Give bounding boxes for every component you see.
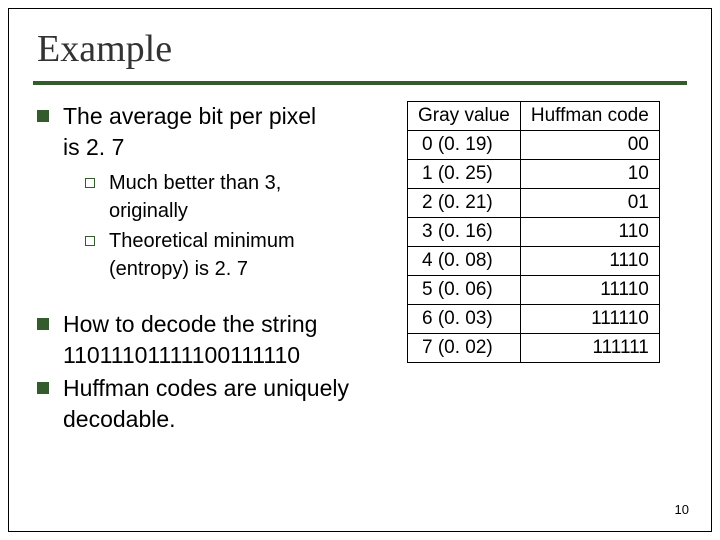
table-row: 6 (0. 03)111110 (408, 305, 660, 334)
table-row: 3 (0. 16)110 (408, 218, 660, 247)
table-row: 5 (0. 06)11110 (408, 276, 660, 305)
cell-huffman-code: 01 (520, 189, 659, 218)
cell-gray-value: 2 (0. 21) (408, 189, 521, 218)
bullet-2: How to decode the string 110111011111001… (37, 309, 399, 371)
open-square-bullet-icon (85, 178, 95, 188)
table-row: 2 (0. 21)01 (408, 189, 660, 218)
bullet-2-text: How to decode the string 110111011111001… (63, 309, 317, 371)
sub-bullet-1: Much better than 3, originally (85, 169, 399, 225)
title-rule (33, 81, 687, 85)
slide-frame: Example The average bit per pixel is 2. … (8, 8, 712, 532)
cell-huffman-code: 110 (520, 218, 659, 247)
left-column: The average bit per pixel is 2. 7 Much b… (37, 101, 407, 437)
table-row: 0 (0. 19)00 (408, 131, 660, 160)
right-column: Gray value Huffman code 0 (0. 19)00 1 (0… (407, 101, 660, 363)
sub2-line1: Theoretical minimum (109, 230, 295, 252)
cell-huffman-code: 111110 (520, 305, 659, 334)
sub2-line2: (entropy) is 2. 7 (109, 258, 248, 280)
lower-bullets: How to decode the string 110111011111001… (37, 309, 399, 435)
bullet-1-line2: is 2. 7 (63, 134, 124, 160)
table-row: 7 (0. 02)111111 (408, 334, 660, 363)
huffman-table: Gray value Huffman code 0 (0. 19)00 1 (0… (407, 101, 660, 363)
slide-content: The average bit per pixel is 2. 7 Much b… (37, 101, 683, 437)
cell-huffman-code: 1110 (520, 247, 659, 276)
cell-gray-value: 5 (0. 06) (408, 276, 521, 305)
bullet-3-text: Huffman codes are uniquely decodable. (63, 373, 399, 435)
table-row: 4 (0. 08)1110 (408, 247, 660, 276)
bullet-2-line2: 11011101111100111110 (63, 342, 300, 368)
slide-title: Example (37, 27, 172, 71)
sub-bullet-2-text: Theoretical minimum (entropy) is 2. 7 (109, 227, 295, 283)
table-header-row: Gray value Huffman code (408, 102, 660, 131)
upper-row: The average bit per pixel is 2. 7 Much b… (37, 101, 683, 437)
table-row: 1 (0. 25)10 (408, 160, 660, 189)
sub-bullet-1-text: Much better than 3, originally (109, 169, 281, 225)
page-number: 10 (675, 502, 689, 517)
cell-gray-value: 0 (0. 19) (408, 131, 521, 160)
square-bullet-icon (37, 318, 49, 330)
square-bullet-icon (37, 110, 49, 122)
bullet-1-line1: The average bit per pixel (63, 103, 316, 129)
bullet-1: The average bit per pixel is 2. 7 (37, 101, 399, 163)
cell-gray-value: 7 (0. 02) (408, 334, 521, 363)
sub-bullet-2: Theoretical minimum (entropy) is 2. 7 (85, 227, 399, 283)
cell-huffman-code: 00 (520, 131, 659, 160)
th-huffman-code: Huffman code (520, 102, 659, 131)
cell-huffman-code: 10 (520, 160, 659, 189)
open-square-bullet-icon (85, 236, 95, 246)
sub-bullets: Much better than 3, originally Theoretic… (85, 169, 399, 283)
cell-huffman-code: 11110 (520, 276, 659, 305)
bullet-2-line1: How to decode the string (63, 311, 317, 337)
cell-gray-value: 3 (0. 16) (408, 218, 521, 247)
bullet-3: Huffman codes are uniquely decodable. (37, 373, 399, 435)
cell-gray-value: 4 (0. 08) (408, 247, 521, 276)
square-bullet-icon (37, 382, 49, 394)
bullet-1-text: The average bit per pixel is 2. 7 (63, 101, 316, 163)
cell-gray-value: 6 (0. 03) (408, 305, 521, 334)
sub1-line2: originally (109, 200, 188, 222)
th-gray-value: Gray value (408, 102, 521, 131)
cell-huffman-code: 111111 (520, 334, 659, 363)
cell-gray-value: 1 (0. 25) (408, 160, 521, 189)
sub1-line1: Much better than 3, (109, 172, 281, 194)
